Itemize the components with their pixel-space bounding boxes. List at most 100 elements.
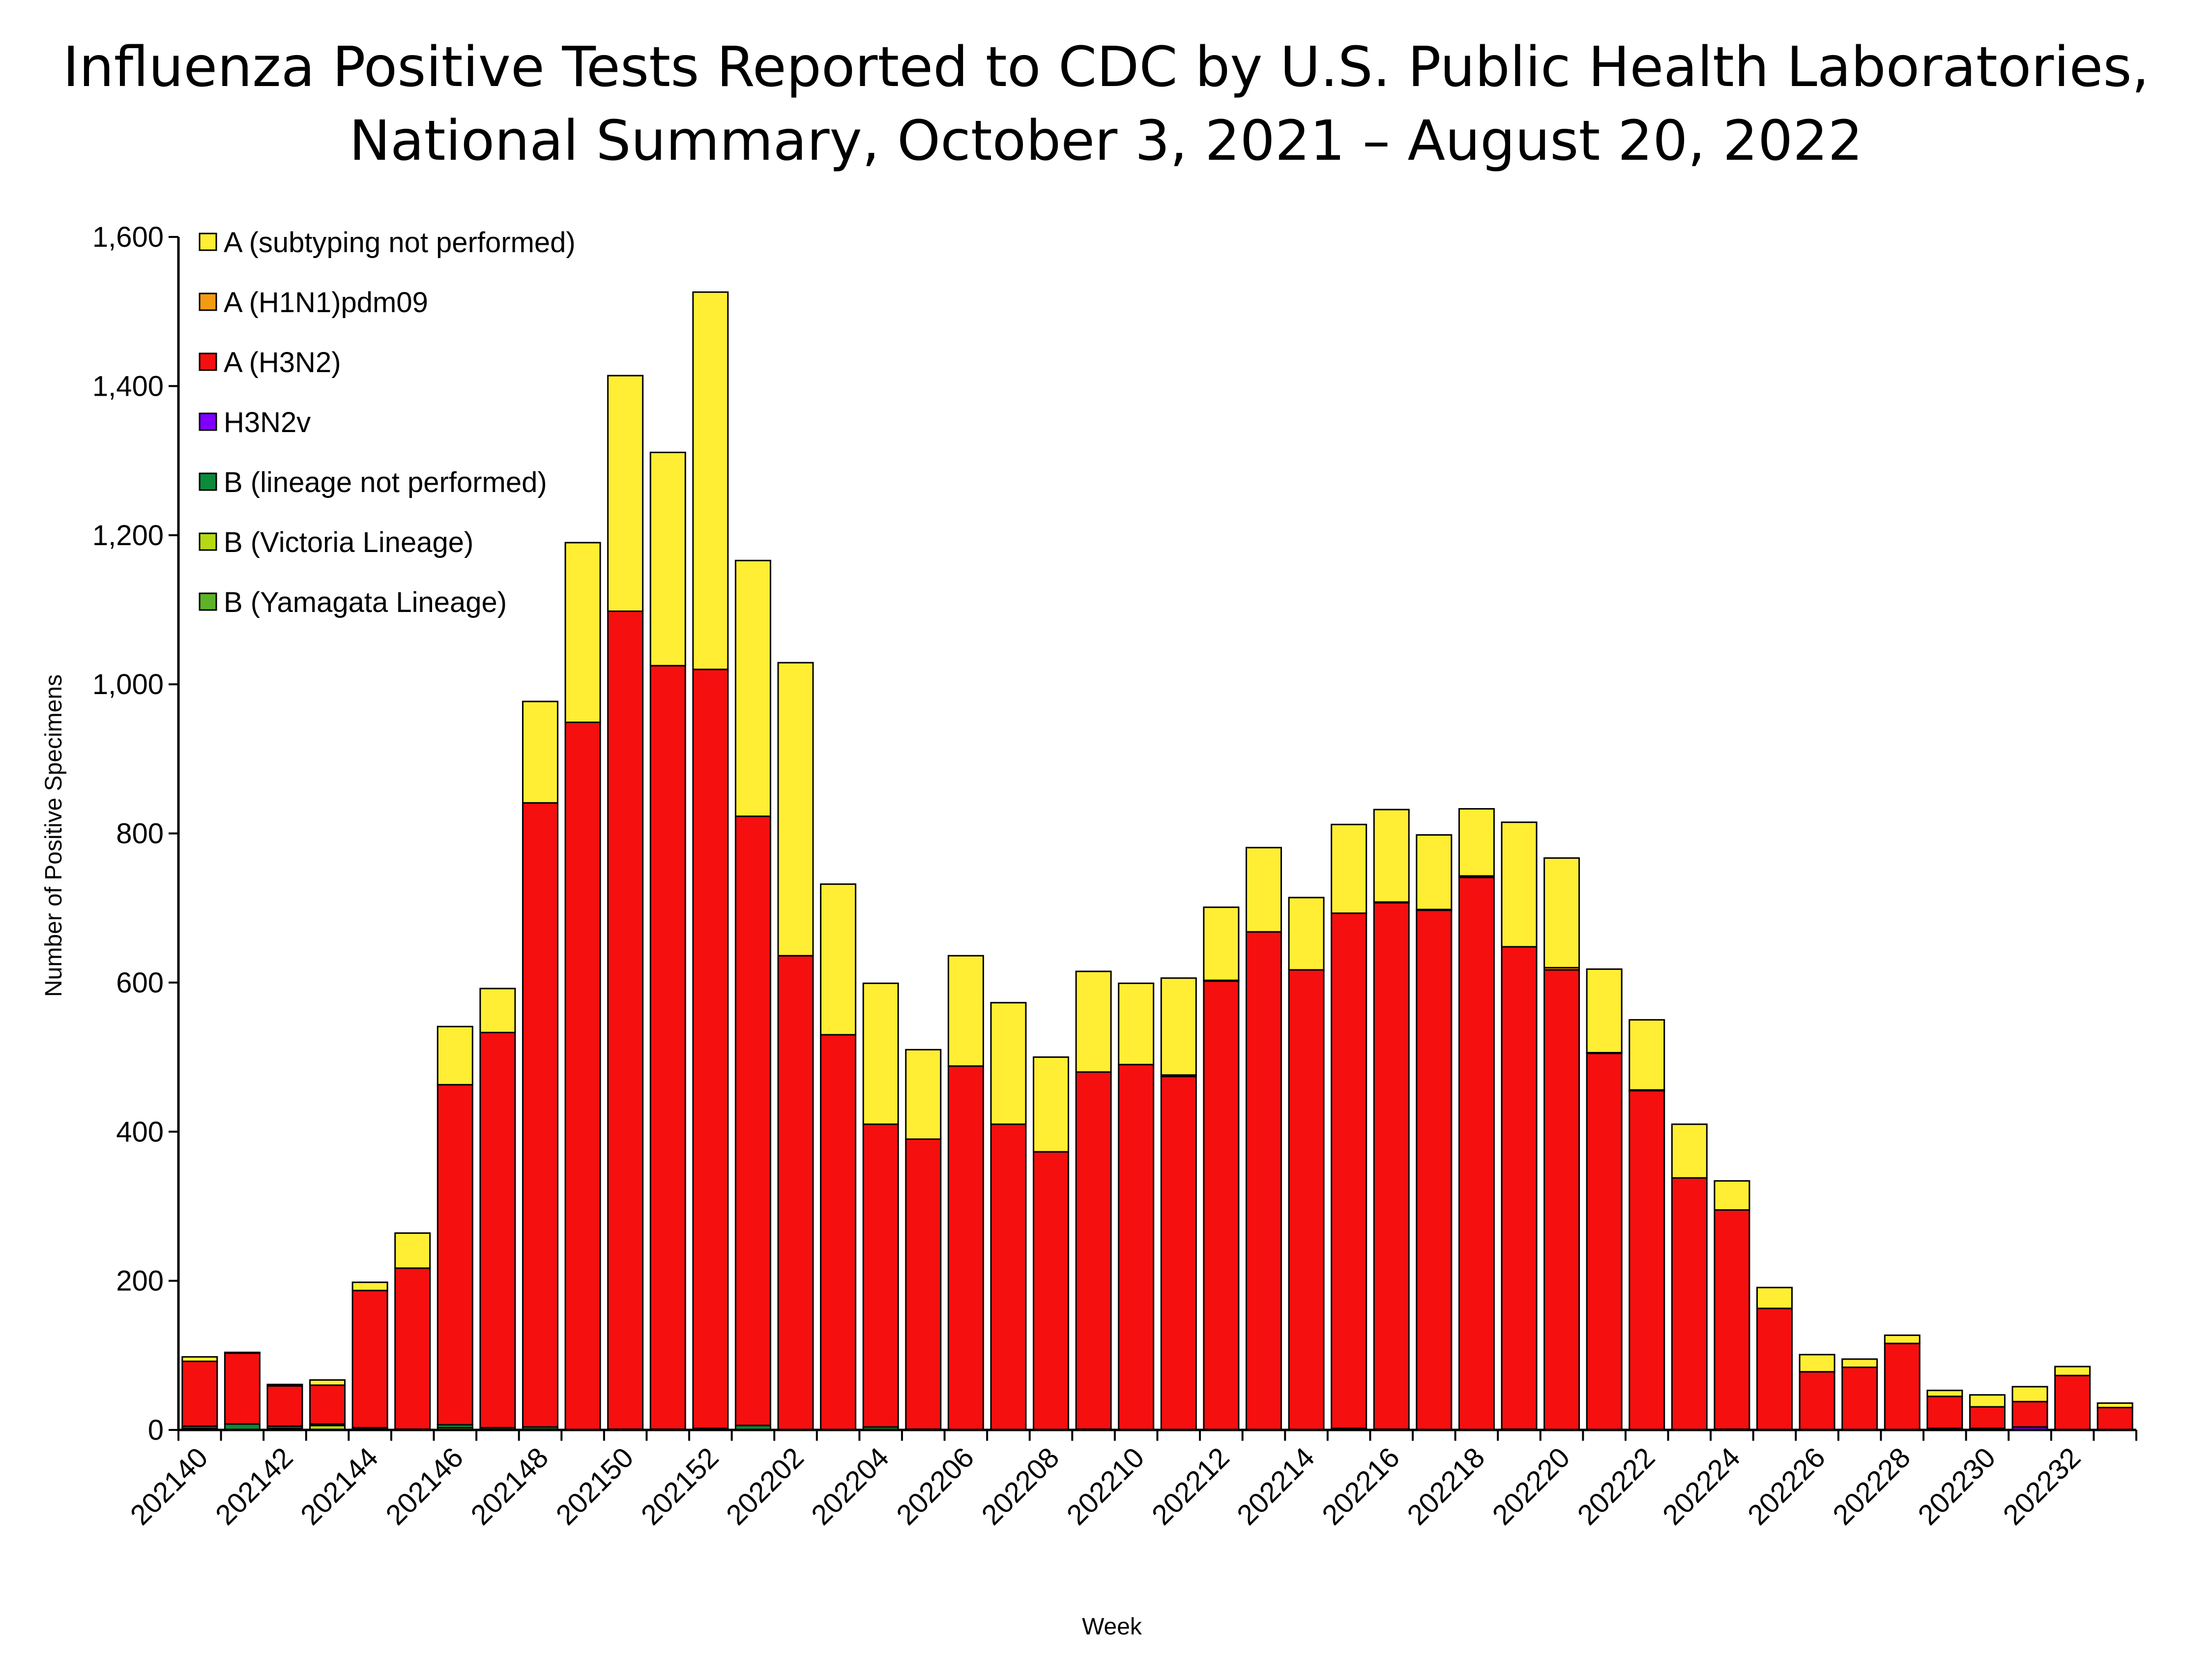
bar-segment-a-h3n2- [1714, 1209, 1750, 1430]
y-tick-label: 1,600 [92, 221, 164, 253]
bar-segment-a-subtyping-not-performed- [2011, 1386, 2048, 1402]
bar-stack-202233 [2096, 1402, 2133, 1431]
bar-segment-a-h3n2- [905, 1138, 942, 1430]
x-tick-label: 202144 [294, 1441, 384, 1531]
legend-swatch [199, 352, 217, 371]
bar-stack-202201 [734, 559, 771, 1431]
bar-segment-a-subtyping-not-performed- [1629, 1019, 1665, 1091]
bar-segment-a-h3n2- [1373, 902, 1410, 1430]
x-tick-label: 202228 [1827, 1441, 1917, 1531]
bar-segment-a-subtyping-not-performed- [1969, 1394, 2006, 1408]
x-tick-label: 202212 [1146, 1441, 1236, 1531]
bar-segment-a-h3n2- [2096, 1406, 2133, 1431]
bar-segment-a-h3n2- [1245, 931, 1282, 1431]
bar-segment-a-subtyping-not-performed- [1331, 823, 1368, 914]
bar-stack-202214 [1288, 897, 1325, 1431]
x-tick-label: 202208 [975, 1441, 1065, 1531]
x-axis-label: Week [1082, 1614, 1142, 1640]
legend-item: B (lineage not performed) [199, 466, 547, 498]
legend-item: A (H1N1)pdm09 [199, 287, 428, 319]
bar-segment-a-h3n2- [437, 1084, 473, 1426]
bar-segment-a-subtyping-not-performed- [309, 1379, 346, 1386]
bar-segment-a-h3n2- [1288, 969, 1325, 1431]
bar-segment-a-subtyping-not-performed- [1799, 1354, 1835, 1373]
bar-segment-a-subtyping-not-performed- [777, 662, 814, 957]
bar-stack-202213 [1245, 846, 1282, 1431]
bar-stack-202224 [1714, 1180, 1750, 1431]
x-tick-label: 202222 [1572, 1441, 1661, 1531]
x-tick-label: 202210 [1061, 1441, 1151, 1531]
bar-segment-a-subtyping-not-performed- [1586, 968, 1623, 1053]
bar-stack-202229 [1926, 1390, 1963, 1431]
bar-segment-a-h3n2- [394, 1267, 431, 1430]
x-tick-label: 202206 [890, 1441, 980, 1531]
bar-stack-202152 [692, 291, 729, 1431]
bar-segment-a-subtyping-not-performed- [1203, 906, 1240, 981]
bar-segment-a-h3n2- [649, 665, 686, 1430]
bar-stack-202220 [1543, 857, 1580, 1431]
bar-segment-a-h3n2- [1458, 876, 1495, 1431]
bar-segment-a-subtyping-not-performed- [1245, 846, 1282, 933]
x-tick-label: 202232 [1997, 1441, 2087, 1531]
bar-segment-a-h3n2- [1203, 980, 1240, 1431]
legend-item: A (subtyping not performed) [199, 227, 576, 259]
bar-stack-202219 [1501, 821, 1538, 1431]
legend-label: A (subtyping not performed) [224, 227, 576, 259]
legend-label: B (Victoria Lineage) [224, 526, 473, 558]
y-tick-label: 200 [116, 1265, 164, 1297]
x-tick-label: 202204 [805, 1441, 895, 1531]
bar-segment-a-h3n2- [1416, 909, 1453, 1431]
bar-segment-a-subtyping-not-performed- [1543, 857, 1580, 969]
bar-stack-202145 [394, 1232, 431, 1431]
bar-stack-202216 [1373, 809, 1410, 1431]
bar-stack-202204 [862, 982, 899, 1431]
bar-segment-a-h3n2- [2054, 1374, 2091, 1431]
bar-stack-202144 [351, 1281, 388, 1431]
y-tick-label: 400 [116, 1116, 164, 1148]
bar-segment-a-subtyping-not-performed- [1458, 808, 1495, 877]
x-tick-label: 202220 [1486, 1441, 1576, 1531]
bar-segment-a-subtyping-not-performed- [607, 375, 644, 612]
x-tick-label: 202216 [1316, 1441, 1406, 1531]
bar-segment-a-h3n2- [1969, 1406, 2006, 1429]
bar-segment-a-h3n2- [522, 802, 558, 1428]
bar-stack-202206 [947, 955, 984, 1431]
bar-stack-202218 [1458, 808, 1495, 1431]
bar-stack-202227 [1841, 1358, 1878, 1431]
bar-stack-202203 [820, 883, 857, 1431]
bar-stack-202202 [777, 662, 814, 1431]
bar-segment-a-h3n2- [820, 1034, 857, 1431]
bar-stack-202147 [479, 988, 516, 1431]
bar-segment-a-subtyping-not-performed- [734, 559, 771, 817]
legend-item: A (H3N2) [199, 347, 341, 378]
bar-segment-a-subtyping-not-performed- [564, 542, 601, 723]
legend-swatch [199, 292, 217, 311]
bar-stack-202151 [649, 451, 686, 1431]
bar-segment-a-subtyping-not-performed- [1671, 1123, 1708, 1179]
bar-segment-a-subtyping-not-performed- [1884, 1334, 1921, 1344]
legend-label: A (H3N2) [224, 347, 341, 378]
bar-stack-202230 [1969, 1394, 2006, 1431]
x-tick-label: 202202 [720, 1441, 810, 1531]
bar-stack-202150 [607, 375, 644, 1431]
bars [181, 291, 2133, 1431]
bar-segment-a-subtyping-not-performed- [1118, 982, 1155, 1066]
bar-segment-a-subtyping-not-performed- [649, 451, 686, 667]
bar-stack-202222 [1629, 1019, 1665, 1431]
x-tick-label: 202226 [1742, 1441, 1832, 1531]
bar-stack-202141 [224, 1351, 261, 1431]
bar-stack-202217 [1416, 834, 1453, 1431]
x-tick-label: 202146 [379, 1441, 469, 1531]
bar-segment-a-h3n2- [1671, 1177, 1708, 1431]
bar-stack-202208 [1033, 1056, 1070, 1431]
bar-segment-a-subtyping-not-performed- [1416, 834, 1453, 910]
bar-stack-202226 [1799, 1354, 1835, 1431]
bar-segment-a-subtyping-not-performed- [1033, 1056, 1070, 1153]
bar-segment-a-h3n2- [224, 1352, 261, 1425]
bar-stack-202211 [1160, 977, 1197, 1431]
bar-stack-202231 [2011, 1386, 2048, 1431]
x-tick-label: 202224 [1657, 1441, 1746, 1531]
x-tick-label: 202140 [124, 1441, 214, 1531]
legend-swatch [199, 412, 217, 431]
bar-segment-a-h3n2- [1841, 1367, 1878, 1431]
